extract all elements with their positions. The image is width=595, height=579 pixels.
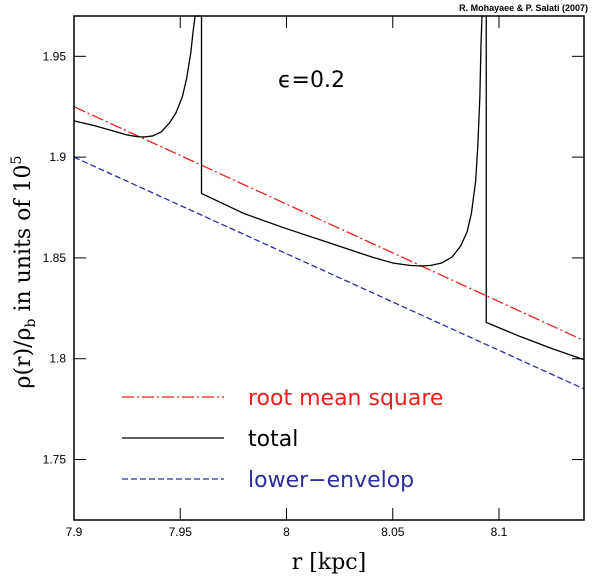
x-tick-label: 7.95 bbox=[169, 525, 193, 539]
y-label-main: ρ(r)/ρ bbox=[11, 328, 36, 389]
x-tick-label: 8.05 bbox=[381, 525, 405, 539]
series-line-lower bbox=[73, 156, 585, 390]
x-tick-label: 8 bbox=[283, 525, 290, 539]
y-tick-label: 1.95 bbox=[43, 49, 67, 63]
y-label-rest: in units of 10 bbox=[11, 164, 36, 318]
x-tick-label: 8.1 bbox=[491, 525, 508, 539]
y-axis-label: ρ(r)/ρb in units of 105 bbox=[9, 156, 39, 389]
legend-label-rms: root mean square bbox=[248, 386, 443, 411]
credit-text: R. Mohayaee & P. Salati (2007) bbox=[459, 3, 588, 13]
plot-frame bbox=[73, 15, 585, 521]
series-group bbox=[73, 15, 585, 390]
y-tick-label: 1.75 bbox=[43, 453, 67, 467]
legend: root mean square total lower−envelop bbox=[122, 386, 443, 493]
legend-label-lower: lower−envelop bbox=[248, 468, 414, 493]
y-label-superscript: 5 bbox=[9, 156, 25, 165]
y-tick-label: 1.85 bbox=[43, 251, 67, 265]
x-axis-label: r [kpc] bbox=[292, 550, 366, 575]
y-tick-label: 1.8 bbox=[49, 352, 66, 366]
y-label-subscript: b bbox=[23, 319, 39, 328]
axes: 7.9 7.95 8 8.05 8.1 1.75 1.8 1.85 1.9 1.95 bbox=[43, 16, 584, 539]
epsilon-annotation: ϵ=0.2 bbox=[278, 68, 345, 93]
x-tick-label: 7.9 bbox=[66, 525, 83, 539]
series-line-total bbox=[73, 15, 585, 361]
y-tick-label: 1.9 bbox=[49, 150, 66, 164]
legend-label-total: total bbox=[248, 427, 298, 452]
series-line-rms bbox=[73, 106, 585, 342]
